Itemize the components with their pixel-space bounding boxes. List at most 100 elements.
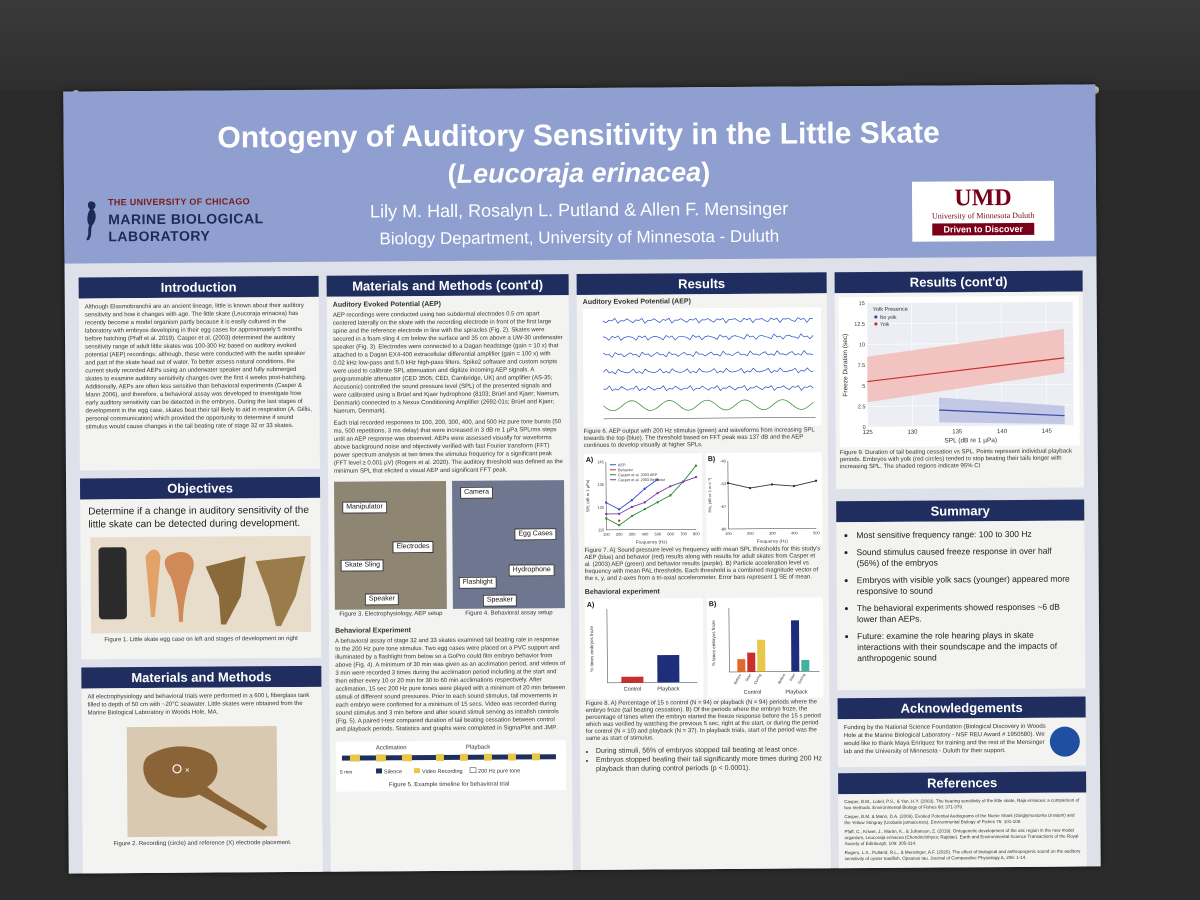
- grid-line: [867, 425, 1074, 428]
- y-tick-label: 12.5: [854, 322, 865, 328]
- timeline-scale-label: 5 min: [340, 770, 352, 776]
- seahorse-icon: [86, 201, 96, 241]
- acknowledgements-text: Funding by the National Science Foundati…: [843, 723, 1046, 756]
- timeline-video-label: Video Recording: [422, 769, 463, 775]
- y-axis-label: PAL (dB re 1 m s⁻²): [707, 477, 712, 512]
- figure-8-caption: Figure 8. A) Percentage of 15 s control …: [585, 699, 821, 742]
- y-tick-label: 7.5: [858, 363, 866, 369]
- x-tick-label: Before: [777, 673, 786, 685]
- data-point: [643, 501, 646, 504]
- objectives-text: Determine if a change in auditory sensit…: [88, 504, 309, 531]
- figure-7b-chart: B) 100 200 300 400 500 -80 -67 -53 -40 Frequency (…: [705, 452, 823, 546]
- materials-methods-heading: Materials and Methods: [81, 665, 322, 689]
- figure-2-caption: Figure 2. Recording (circle) and referen…: [113, 840, 292, 848]
- results-contd-box: 125 130 135 140 145 0 2.5 5 7.5 10 12.5 15 SPL (dB r…: [834, 291, 1085, 490]
- y-tick-label: 15: [859, 301, 865, 307]
- timeline-acclimation-label: Acclimation: [376, 745, 407, 751]
- data-point: [617, 512, 621, 516]
- aep-subheading: Auditory Evoked Potential (AEP): [332, 300, 441, 309]
- waveform-trace: [602, 333, 814, 341]
- materials-methods-box: All electrophysiology and behavioral tri…: [81, 686, 323, 874]
- y-axis-label: SPL (dB re 1 µPa): [585, 479, 590, 512]
- data-point: [694, 475, 698, 479]
- confidence-band: [939, 397, 1065, 424]
- x-axis-label: Frequency (Hz): [757, 539, 789, 544]
- data-point: [630, 498, 634, 502]
- data-point: [643, 507, 646, 511]
- results-bullet: Embryos stopped beating their tail signi…: [596, 754, 824, 774]
- bar: [621, 676, 644, 683]
- timeline-tone-label: 200 Hz pure tone: [478, 768, 520, 774]
- bar: [801, 659, 810, 672]
- data-point: [726, 481, 730, 485]
- poster-department: Biology Department, University of Minnes…: [379, 226, 780, 249]
- waveform-trace: [602, 317, 813, 324]
- data-point: [669, 485, 672, 488]
- results-contd-heading: Results (cont'd): [834, 270, 1083, 294]
- data-point: [605, 517, 608, 520]
- y-tick-label: 5: [862, 384, 865, 390]
- y-tick-label: 145: [597, 459, 604, 464]
- poster-subtitle: (Leucoraja erinacea): [447, 157, 711, 189]
- bar: [790, 620, 800, 672]
- grid-line: [866, 321, 1073, 324]
- introduction-text: Although Elasmobranchii are an ancient l…: [78, 296, 320, 471]
- legend-title: Yolk Presence: [873, 307, 908, 313]
- results-bullets: During stimuli, 56% of embryos stopped t…: [586, 745, 824, 774]
- behavioral-subheading: Behavioral Experiment: [335, 627, 411, 635]
- bar: [657, 654, 680, 683]
- summary-box: Most sensitive frequency range: 100 to 3…: [836, 520, 1086, 691]
- figure-6-caption: Figure 6. AEP output with 200 Hz stimulu…: [583, 427, 815, 449]
- reference-item: Casper, B.M., Lobel, P.S., & Yan, H.Y. (…: [844, 797, 1080, 811]
- poster-title: Ontogeny of Auditory Sensitivity in the …: [217, 116, 940, 155]
- x-tick-label: 100: [725, 531, 732, 536]
- fit-line: [939, 409, 1065, 417]
- figure-8: A) % times embryos froze Control Playback B…: [584, 597, 824, 699]
- figure-3-caption: Figure 3. Electrophysiology, AEP setup: [339, 610, 443, 618]
- data-point: [694, 464, 698, 467]
- summary-heading: Summary: [836, 499, 1085, 523]
- data-point: [770, 483, 774, 486]
- legend-label: No yolk: [880, 315, 897, 321]
- x-tick-label: 100: [603, 532, 610, 537]
- behavioral-methods-text: A behavioral assay of stage 32 and 33 sk…: [335, 637, 566, 733]
- y-tick-label: 2.5: [858, 404, 866, 410]
- x-axis: [728, 528, 817, 530]
- x-tick-label: 145: [1042, 429, 1053, 435]
- results-behavior-subheading: Behavioral experiment: [584, 588, 660, 596]
- x-tick-label: During: [753, 673, 762, 685]
- figure-8a-chart: A) % times embryos froze Control Playback: [584, 598, 704, 699]
- results-aep-subheading: Auditory Evoked Potential (AEP): [582, 298, 691, 306]
- nsf-logo-icon: [1049, 726, 1080, 757]
- y-tick-label: 10: [859, 342, 865, 348]
- data-point: [617, 524, 621, 527]
- data-point: [814, 479, 818, 482]
- references-heading: References: [838, 771, 1087, 795]
- x-tick-label: 140: [997, 429, 1008, 435]
- materials-methods-text: All electrophysiology and behavioral tri…: [87, 692, 310, 717]
- bar: [757, 639, 766, 672]
- legend-swatch: [874, 322, 878, 326]
- x-tick-label: 700: [680, 531, 687, 536]
- x-tick-label: 300: [769, 531, 776, 536]
- column-2: Materials and Methods (cont'd) Auditory …: [326, 274, 573, 874]
- fit-line: [867, 357, 1065, 383]
- figure-3-image: Manipulator Electrodes Skate Sling Speak…: [334, 480, 447, 610]
- results-box: Auditory Evoked Potential (AEP) Figure 6…: [576, 293, 831, 874]
- data-point: [656, 492, 659, 495]
- y-tick-label: 115: [598, 527, 605, 532]
- poster-header: THE UNIVERSITY OF CHICAGO MARINE BIOLOGI…: [63, 84, 1097, 264]
- timeline-playback-label: Playback: [466, 745, 491, 751]
- summary-item: Embryos with visible yolk sacs (younger)…: [857, 574, 1077, 598]
- figure-7a-chart: A) 100 200 300 400 500 600 700 800 115 125 135 145 Fr…: [583, 453, 703, 546]
- waveform-trace: [603, 399, 814, 412]
- x-tick-label: 125: [863, 430, 874, 436]
- y-tick-label: 125: [597, 505, 604, 510]
- y-axis-label: % times embryos froze: [589, 626, 594, 672]
- x-tick-label: Before: [733, 673, 742, 685]
- svg-text:×: ×: [185, 766, 190, 775]
- y-tick-label: -67: [720, 504, 727, 509]
- x-tick-label: 400: [791, 530, 798, 535]
- x-axis: [606, 528, 697, 531]
- wall-background: [0, 0, 1200, 90]
